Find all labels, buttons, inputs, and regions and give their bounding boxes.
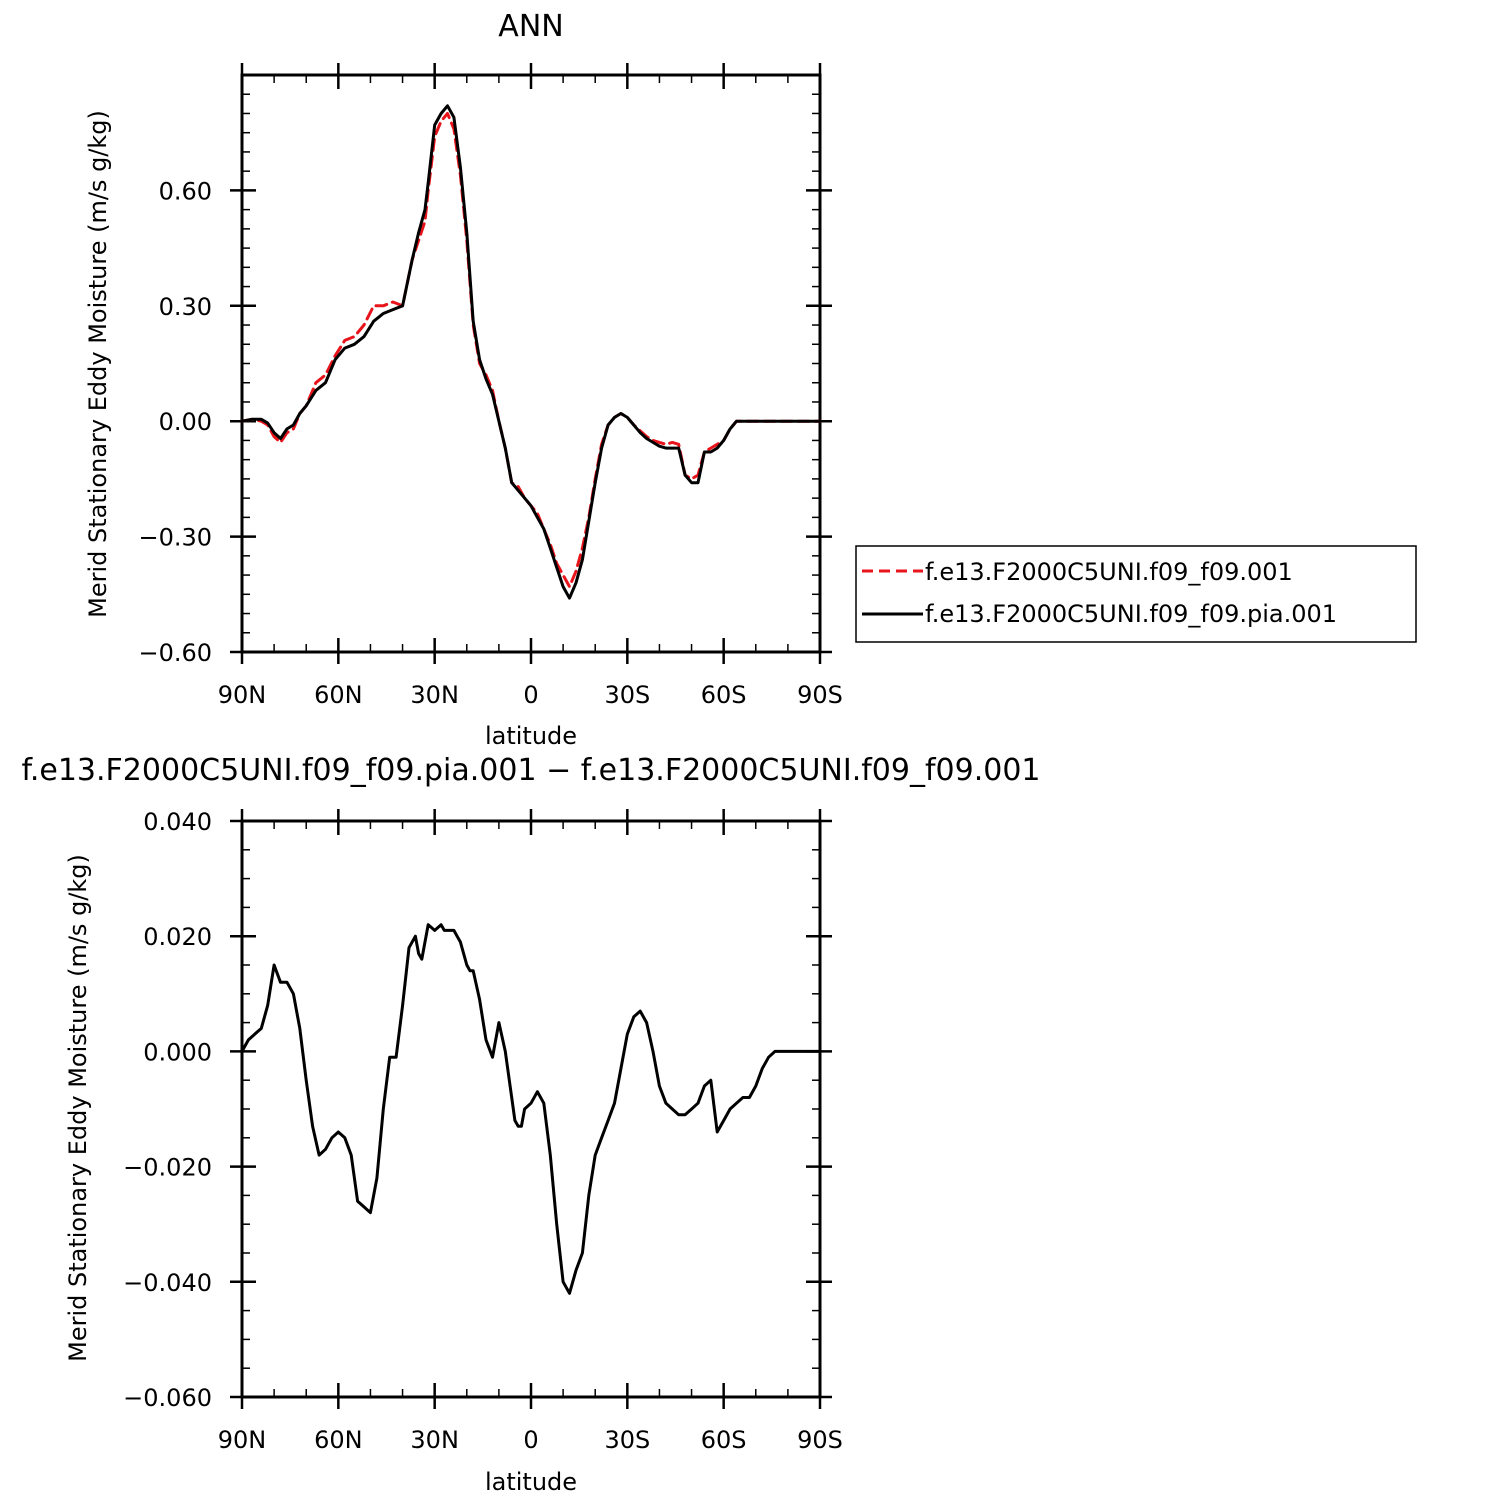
bottom-y-axis-label: Merid Stationary Eddy Moisture (m/s g/kg… <box>64 854 92 1362</box>
x-tick-label: 30N <box>410 681 459 709</box>
x-tick-label: 90S <box>797 681 843 709</box>
y-tick-label: −0.60 <box>138 639 212 667</box>
y-tick-label: −0.060 <box>123 1384 212 1412</box>
top-chart-title: ANN <box>498 9 563 44</box>
y-tick-label: 0.30 <box>159 293 212 321</box>
x-tick-label: 60N <box>314 681 363 709</box>
x-tick-label: 0 <box>523 681 538 709</box>
legend-box <box>855 545 1417 643</box>
x-tick-label: 30S <box>604 681 650 709</box>
x-tick-label: 90S <box>797 1426 843 1454</box>
y-tick-label: 0.00 <box>159 408 212 436</box>
bottom-x-tick-labels: 90N 60N 30N 0 30S 60S 90S <box>218 1426 843 1454</box>
top-ticks <box>230 63 832 664</box>
y-tick-label: −0.040 <box>123 1269 212 1297</box>
bottom-panel: f.e13.F2000C5UNI.f09_f09.pia.001 − f.e13… <box>21 753 1040 1496</box>
top-y-axis-label: Merid Stationary Eddy Moisture (m/s g/kg… <box>84 110 112 618</box>
top-y-tick-labels: −0.60 −0.30 0.00 0.30 0.60 <box>138 177 212 667</box>
x-tick-label: 30S <box>604 1426 650 1454</box>
y-tick-label: 0.60 <box>159 177 212 205</box>
bottom-ticks <box>230 809 832 1409</box>
series-line-solid <box>240 104 822 600</box>
x-tick-label: 90N <box>218 681 267 709</box>
top-x-tick-labels: 90N 60N 30N 0 30S 60S 90S <box>218 681 843 709</box>
top-plot-frame <box>240 73 822 654</box>
y-tick-label: 0.000 <box>143 1038 212 1066</box>
top-series <box>240 104 822 600</box>
x-tick-label: 30N <box>410 1426 459 1454</box>
y-tick-label: 0.020 <box>143 923 212 951</box>
bottom-chart-title: f.e13.F2000C5UNI.f09_f09.pia.001 − f.e13… <box>21 753 1040 788</box>
x-tick-label: 90N <box>218 1426 267 1454</box>
legend-label-pia: f.e13.F2000C5UNI.f09_f09.pia.001 <box>925 600 1337 628</box>
series-line-solid <box>240 923 822 1295</box>
legend-label-control: f.e13.F2000C5UNI.f09_f09.001 <box>925 558 1293 586</box>
x-tick-label: 0 <box>523 1426 538 1454</box>
bottom-plot-frame <box>240 819 822 1399</box>
top-panel: ANN −0.60 −0.30 0.00 0.30 0.60 90N 60N 30N 0 30S… <box>84 9 1417 750</box>
y-tick-label: −0.020 <box>123 1154 212 1182</box>
x-tick-label: 60S <box>701 681 747 709</box>
legend: f.e13.F2000C5UNI.f09_f09.001 f.e13.F2000… <box>855 545 1417 643</box>
x-tick-label: 60S <box>701 1426 747 1454</box>
bottom-series <box>240 923 822 1295</box>
bottom-y-tick-labels: −0.060 −0.040 −0.020 0.000 0.020 0.040 <box>123 808 212 1412</box>
series-line-control-dashed <box>240 112 822 589</box>
bottom-x-axis-label: latitude <box>485 1468 577 1496</box>
x-tick-label: 60N <box>314 1426 363 1454</box>
top-x-axis-label: latitude <box>485 722 577 750</box>
y-tick-label: 0.040 <box>143 808 212 836</box>
y-tick-label: −0.30 <box>138 524 212 552</box>
